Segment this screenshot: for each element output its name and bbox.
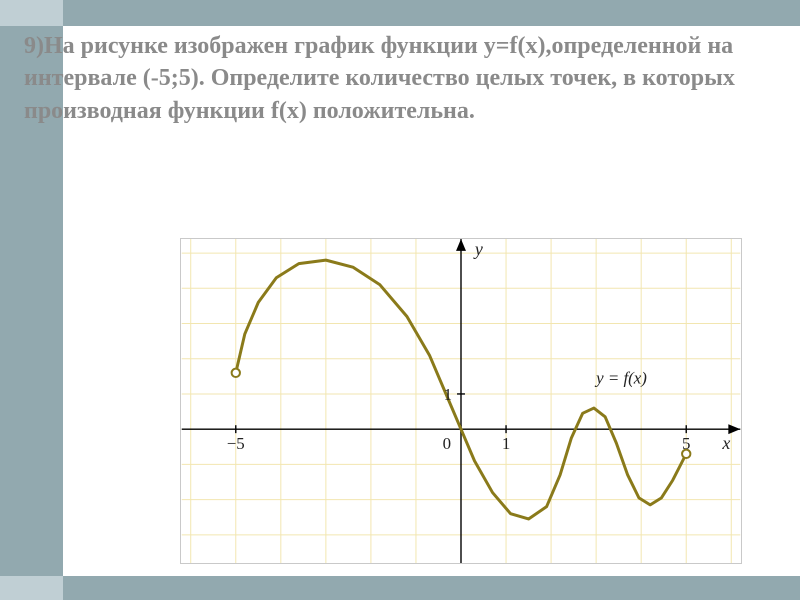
decor-corner-bl	[0, 576, 63, 600]
decor-strip-bottom	[63, 576, 800, 600]
decor-strip-top	[63, 0, 800, 26]
svg-text:−5: −5	[227, 434, 245, 453]
chart-container: x y y = f(x) −5 1 5 0 1	[180, 238, 742, 564]
svg-text:1: 1	[502, 434, 510, 453]
svg-text:y: y	[473, 239, 483, 259]
svg-text:0: 0	[443, 434, 451, 453]
svg-text:5: 5	[682, 434, 690, 453]
decor-corner-tl	[0, 0, 63, 26]
svg-text:y = f(x): y = f(x)	[594, 368, 647, 387]
slide-title: 9)На рисунке изображен график функции y=…	[24, 30, 764, 127]
svg-text:x: x	[721, 433, 730, 453]
slide-root: 9)На рисунке изображен график функции y=…	[0, 0, 800, 600]
svg-text:1: 1	[444, 385, 452, 404]
function-chart: x y y = f(x) −5 1 5 0 1	[181, 239, 741, 563]
